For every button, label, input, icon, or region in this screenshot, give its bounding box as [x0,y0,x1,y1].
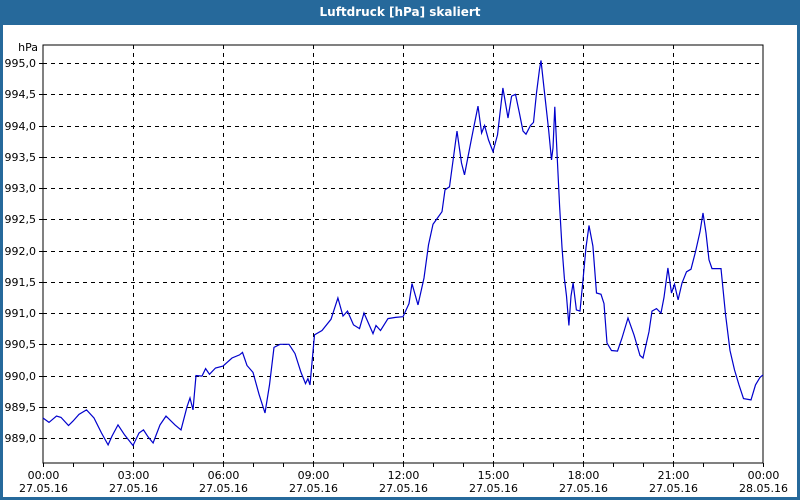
x-axis-label: 15:00 27.05.16 [459,469,529,495]
x-axis-date: 27.05.16 [109,482,158,495]
x-axis-label: 21:00 27.05.16 [639,469,709,495]
x-axis-label: 12:00 27.05.16 [369,469,439,495]
x-axis-time: 21:00 [657,469,690,482]
window-title: Luftdruck [hPa] skaliert [319,5,481,19]
y-axis-unit-label: hPa [18,41,38,54]
chart-canvas [39,44,764,467]
x-axis-date: 27.05.16 [559,482,608,495]
y-axis-label: 989,0 [4,431,37,445]
x-axis-time: 03:00 [117,469,150,482]
x-axis-label: 06:00 27.05.16 [189,469,259,495]
x-axis-time: 09:00 [297,469,330,482]
x-axis-label: 03:00 27.05.16 [99,469,169,495]
x-axis-date: 27.05.16 [649,482,698,495]
y-axis-label: 995,0 [4,56,37,70]
y-axis-label: 994,5 [4,87,37,101]
x-axis-date: 27.05.16 [199,482,248,495]
y-axis-label: 992,0 [4,244,37,258]
x-axis-label: 00:00 27.05.16 [9,469,79,495]
x-axis-time: 06:00 [207,469,240,482]
x-axis-date: 27.05.16 [19,482,68,495]
x-axis-time: 12:00 [387,469,420,482]
x-axis-time: 00:00 [27,469,60,482]
x-axis-date: 27.05.16 [379,482,428,495]
x-axis-time: 15:00 [477,469,510,482]
y-axis-label: 993,0 [4,181,37,195]
x-axis-label: 00:00 28.05.16 [729,469,798,495]
y-axis-label: 989,5 [4,400,37,414]
y-axis-label: 992,5 [4,212,37,226]
pressure-line [42,60,764,447]
x-axis-date: 27.05.16 [289,482,338,495]
title-bar: Luftdruck [hPa] skaliert [3,3,797,25]
y-axis-label: 991,5 [4,275,37,289]
x-axis-date: 27.05.16 [469,482,518,495]
y-axis-label: 990,0 [4,369,37,383]
x-axis-time: 18:00 [567,469,600,482]
x-axis-label: 09:00 27.05.16 [279,469,349,495]
y-axis-label: 994,0 [4,119,37,133]
chart-area: hPa 995,0 994,5 994,0 993,5 993,0 992,5 992,0 9… [3,25,798,497]
y-axis-label: 990,5 [4,337,37,351]
y-axis-label: 993,5 [4,150,37,164]
x-axis-date: 28.05.16 [739,482,788,495]
x-axis-label: 18:00 27.05.16 [549,469,619,495]
y-axis-label: 991,0 [4,306,37,320]
x-axis-time: 00:00 [747,469,780,482]
